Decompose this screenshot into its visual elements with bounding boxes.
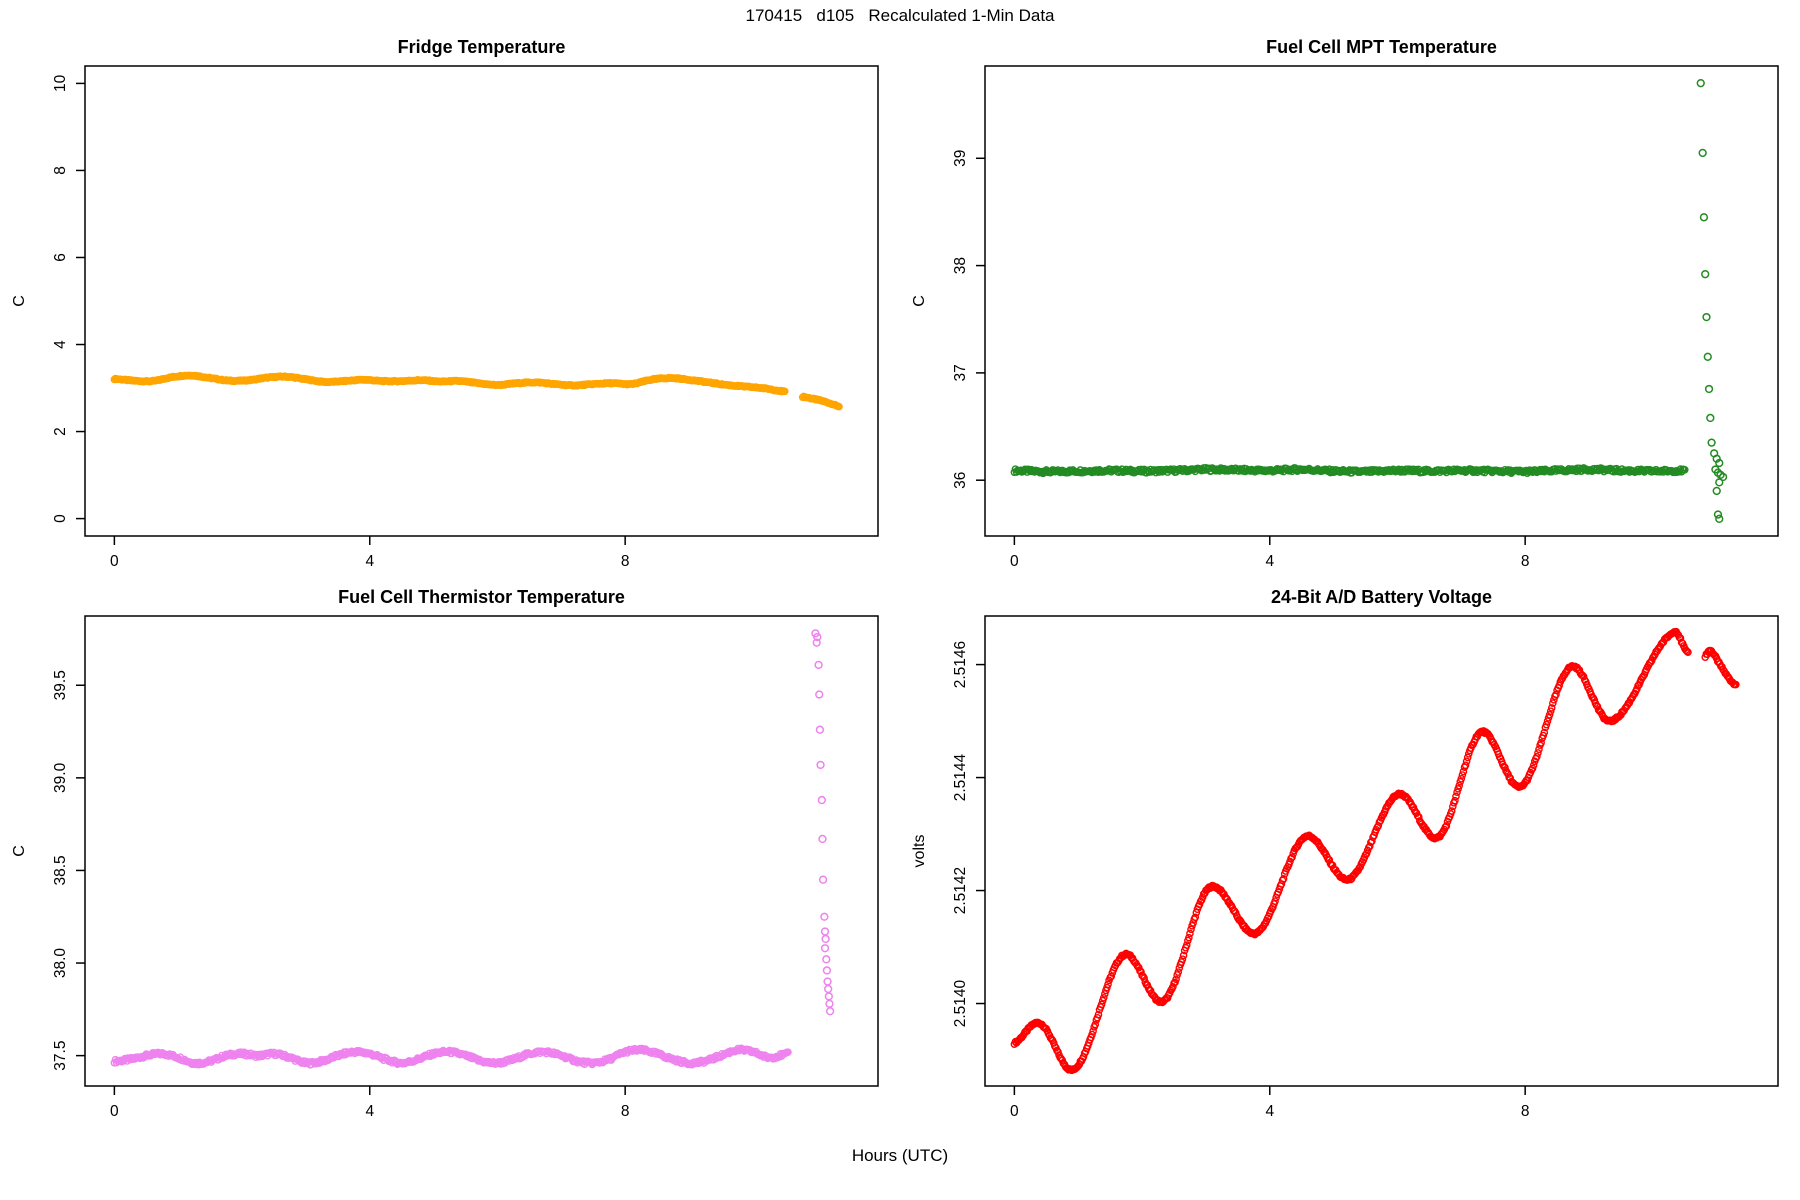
figure: 170415 d105 Recalculated 1-Min Data Frid… — [0, 6, 1800, 1165]
x-axis: 0 4 8 — [110, 536, 629, 570]
series-post-gap — [1701, 646, 1740, 689]
figure-title: 170415 d105 Recalculated 1-Min Data — [745, 6, 1055, 25]
outlier-points — [1696, 79, 1728, 523]
y-axis-title: volts — [911, 835, 928, 868]
y-tick-label: 0 — [52, 514, 69, 523]
x-tick-label: 8 — [621, 553, 630, 570]
chart-battery-voltage: 24-Bit A/D Battery Voltage volts 0 4 8 2.5140… — [911, 587, 1779, 1120]
x-tick-label: 8 — [1521, 553, 1530, 570]
y-tick-label: 6 — [52, 253, 69, 262]
plot-border — [84, 615, 879, 1087]
x-tick-label: 8 — [621, 1103, 630, 1120]
series-recorded — [1010, 627, 1692, 1075]
y-tick-label: 38.0 — [52, 948, 69, 979]
chart-title: Fuel Cell MPT Temperature — [1266, 37, 1497, 57]
y-tick-label: 2.5140 — [952, 979, 969, 1027]
outlier-points — [811, 629, 835, 1016]
y-tick-label: 36 — [952, 472, 969, 489]
series-post-gap — [798, 392, 843, 411]
chart-title: Fuel Cell Thermistor Temperature — [338, 587, 625, 607]
y-tick-label: 2.5142 — [952, 867, 969, 914]
y-tick-label: 38 — [952, 257, 969, 274]
x-tick-label: 0 — [110, 553, 119, 570]
y-tick-label: 37 — [952, 364, 969, 381]
chart-title: 24-Bit A/D Battery Voltage — [1271, 587, 1492, 607]
y-axis-title: C — [911, 295, 928, 307]
chart-fridge-temperature: Fridge Temperature C 0 4 8 0 2 4 6 8 10 — [11, 37, 879, 570]
y-axis: 2.5140 2.5142 2.5144 2.5146 — [952, 641, 985, 1027]
y-axis: 37.5 38.0 38.5 39.0 39.5 — [52, 670, 85, 1071]
x-tick-label: 8 — [1521, 1103, 1530, 1120]
y-tick-label: 37.5 — [52, 1041, 69, 1071]
y-axis-title: C — [11, 295, 28, 307]
y-axis-title: C — [11, 845, 28, 857]
x-tick-label: 4 — [1265, 1103, 1274, 1120]
y-tick-label: 39.5 — [52, 670, 69, 700]
x-tick-label: 0 — [110, 1103, 119, 1120]
y-tick-label: 8 — [52, 166, 69, 175]
y-tick-label: 2 — [52, 427, 69, 436]
series-recorded — [110, 371, 789, 396]
x-axis: 0 4 8 — [110, 1086, 629, 1120]
x-tick-label: 4 — [1265, 553, 1274, 570]
y-tick-label: 39.0 — [52, 762, 69, 793]
chart-fuel-cell-mpt-temperature: Fuel Cell MPT Temperature C 0 4 8 36 37 38 39 — [911, 37, 1779, 570]
series-recorded — [110, 1044, 792, 1069]
y-tick-label: 4 — [52, 340, 69, 349]
x-axis: 0 4 8 — [1010, 536, 1529, 570]
x-tick-label: 0 — [1010, 553, 1019, 570]
plot-border — [984, 615, 1779, 1087]
x-tick-label: 4 — [365, 1103, 374, 1120]
y-axis: 36 37 38 39 — [952, 150, 985, 489]
y-tick-label: 10 — [52, 74, 69, 92]
y-tick-label: 39 — [952, 150, 969, 167]
chart-title: Fridge Temperature — [398, 37, 566, 57]
y-tick-label: 2.5146 — [952, 641, 969, 688]
x-tick-label: 0 — [1010, 1103, 1019, 1120]
chart-grid: Fridge Temperature C 0 4 8 0 2 4 6 8 10 Fuel Cell … — [0, 32, 1800, 1132]
y-tick-label: 2.5144 — [952, 753, 969, 801]
x-axis-label: Hours (UTC) — [851, 1146, 949, 1165]
y-tick-label: 38.5 — [52, 855, 69, 885]
x-axis: 0 4 8 — [1010, 1086, 1529, 1120]
x-tick-label: 4 — [365, 553, 374, 570]
series-recorded — [1010, 464, 1689, 478]
chart-fuel-cell-thermistor-temperature: Fuel Cell Thermistor Temperature C 0 4 8 37.5… — [11, 587, 879, 1120]
plot-border — [84, 65, 879, 537]
y-axis: 0 2 4 6 8 10 — [52, 74, 85, 523]
plot-border — [984, 65, 1779, 537]
